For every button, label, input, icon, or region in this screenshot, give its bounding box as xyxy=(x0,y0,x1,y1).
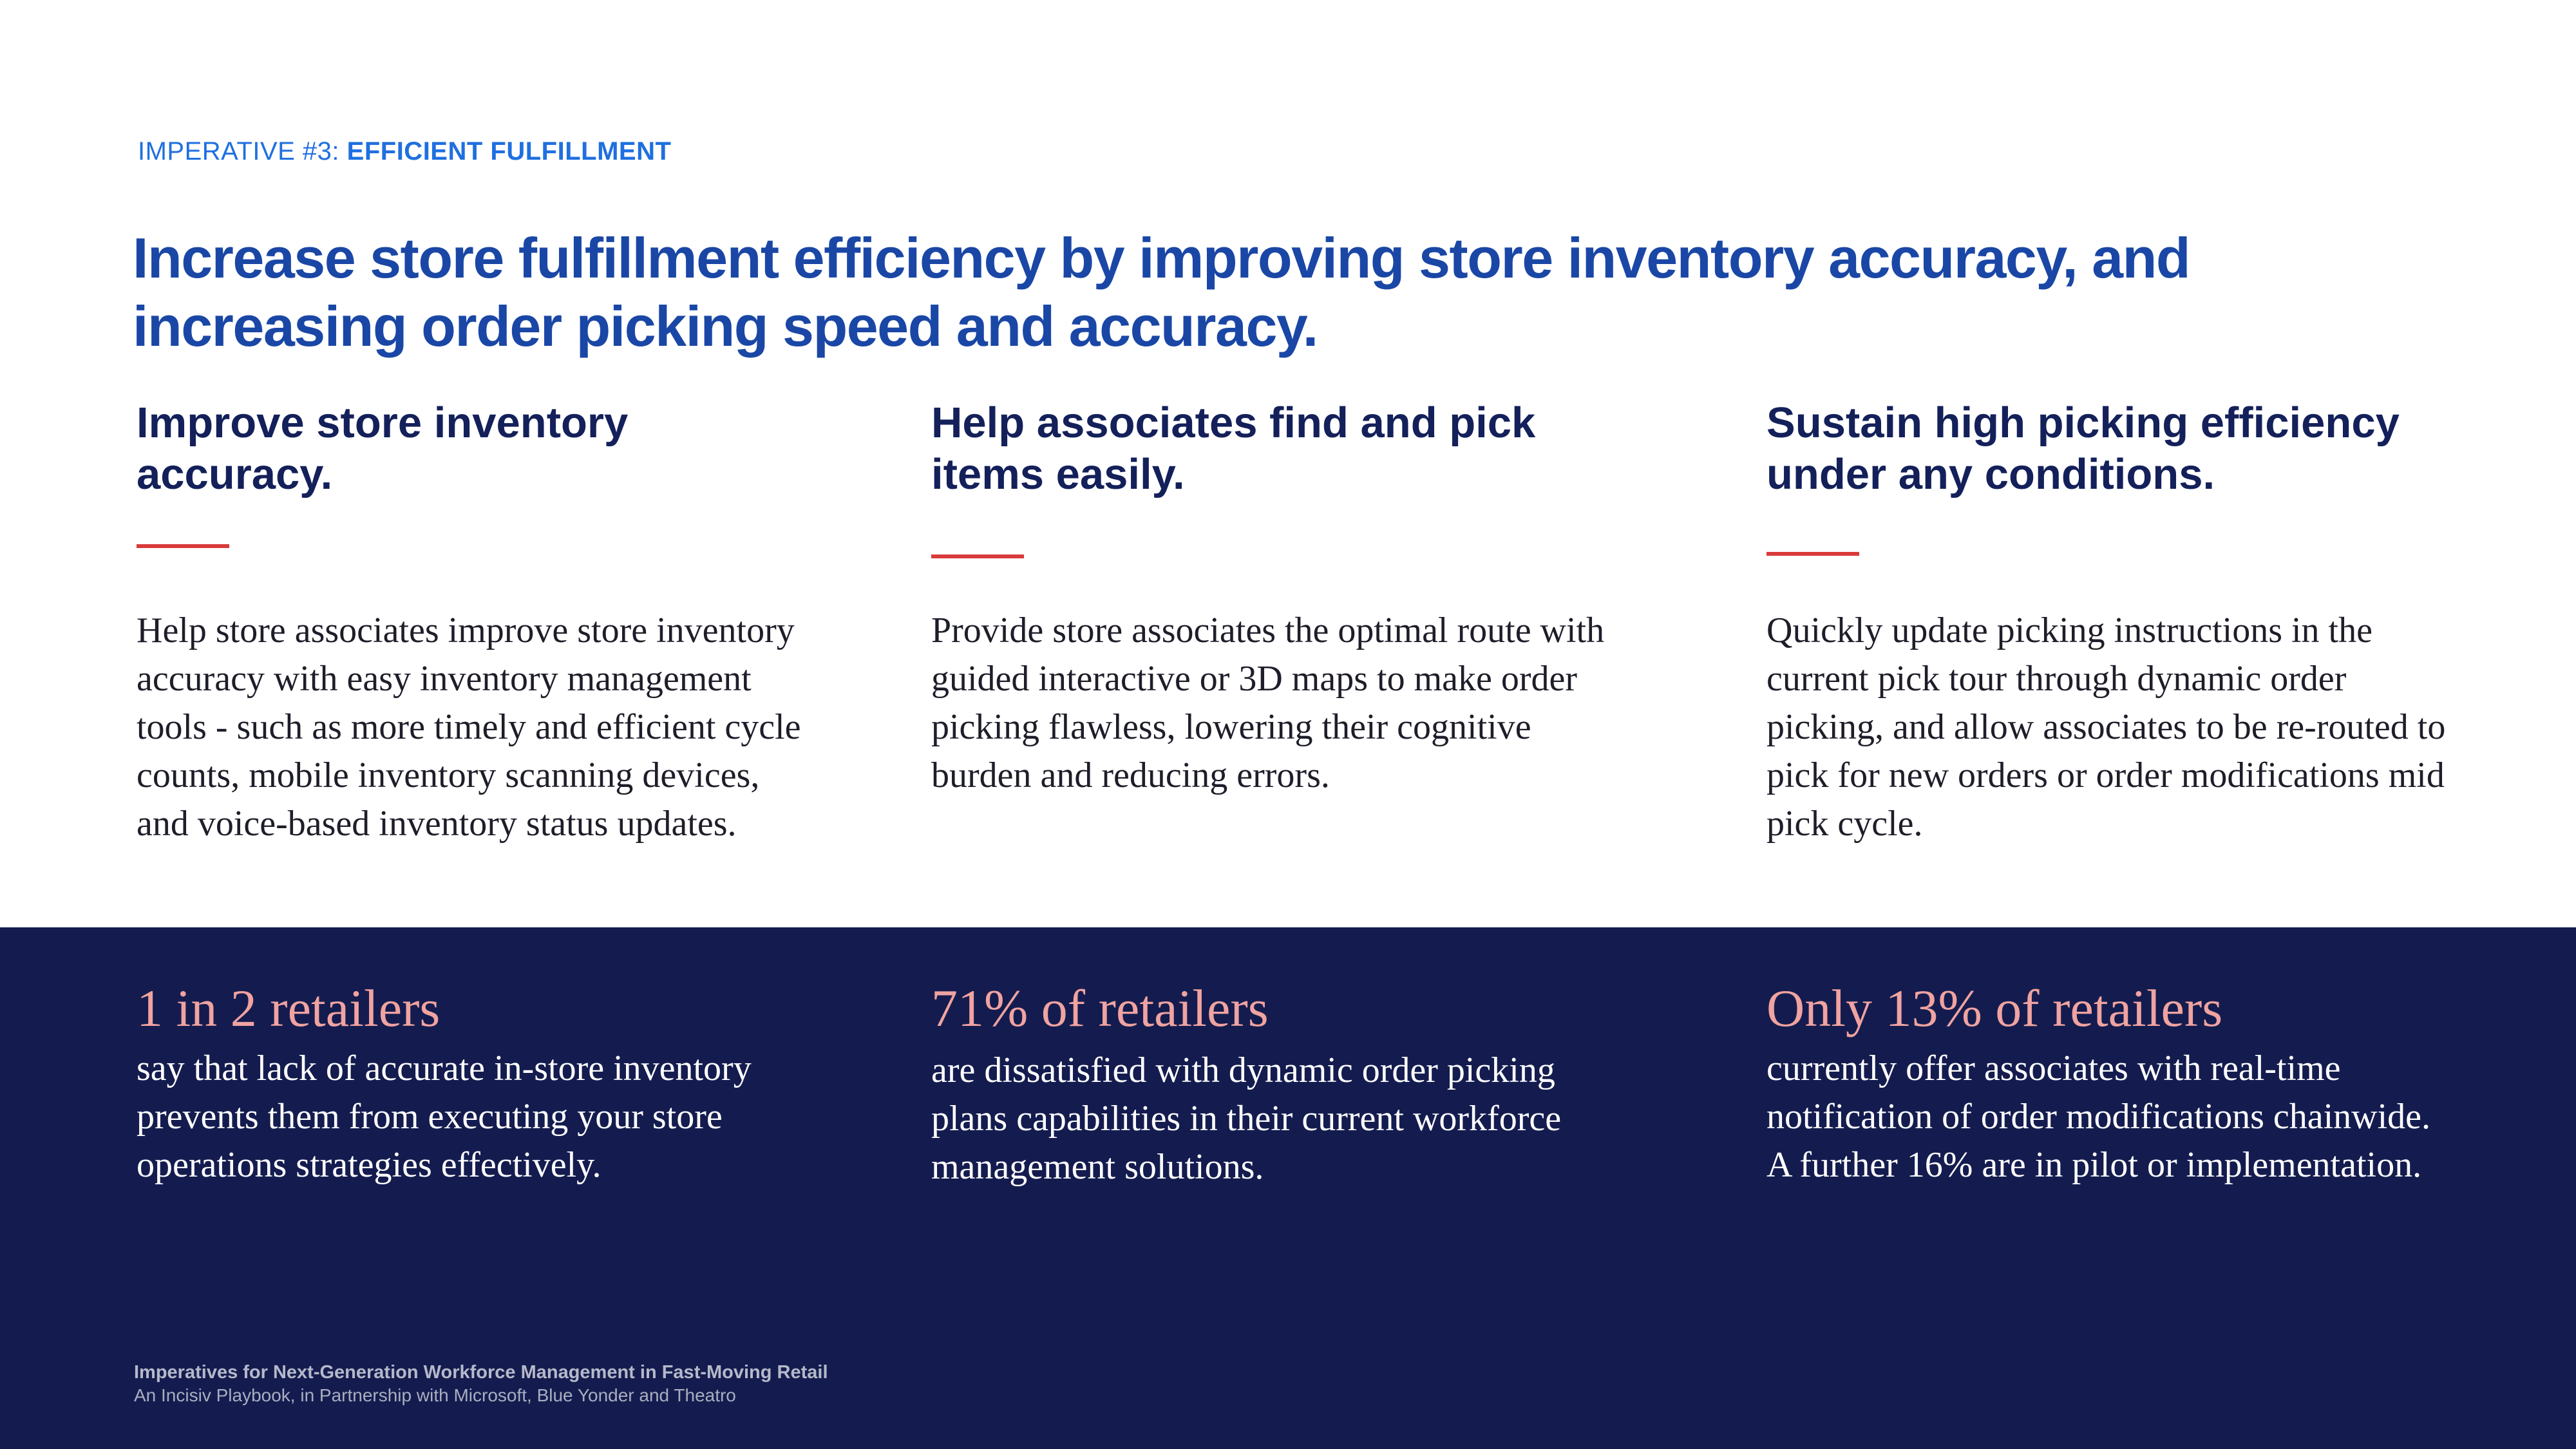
column-3-body: Quickly update picking instructions in t… xyxy=(1766,611,2446,844)
column-3-stat-body: currently offer associates with real-tim… xyxy=(1766,1048,2431,1185)
page-headline: Increase store fulfillment efficiency by… xyxy=(133,226,2191,358)
statistics-band xyxy=(0,927,2576,1449)
column-1-accent-rule xyxy=(137,544,229,548)
column-2-accent-rule xyxy=(931,554,1024,558)
kicker-strong: EFFICIENT FULFILLMENT xyxy=(346,137,672,166)
section-kicker: IMPERATIVE #3: EFFICIENT FULFILLMENT xyxy=(138,135,671,167)
column-3-accent-rule xyxy=(1766,552,1859,556)
footer-subtitle: An Incisiv Playbook, in Partnership with… xyxy=(134,1385,736,1405)
column-2-title: Help associates find and pick items easil… xyxy=(931,397,1535,500)
column-1-body: Help store associates improve store inve… xyxy=(137,611,801,844)
column-2-body: Provide store associates the optimal rou… xyxy=(931,611,1605,795)
column-3-title-line-1: Sustain high picking efficiency xyxy=(1766,399,2400,447)
kicker-prefix: IMPERATIVE #3: xyxy=(138,137,347,166)
column-3-stat: Only 13% of retailers xyxy=(1766,979,2223,1037)
column-2-title-line-1: Help associates find and pick xyxy=(931,399,1536,447)
column-2-title-line-2: items easily. xyxy=(931,450,1185,498)
column-3-title-line-2: under any conditions. xyxy=(1766,450,2215,498)
column-2-stat: 71% of retailers xyxy=(931,979,1269,1037)
column-3-title: Sustain high picking efficiency under any… xyxy=(1766,397,2400,500)
column-1-title-line-1: Improve store inventory xyxy=(137,399,629,447)
column-1-title-line-2: accuracy. xyxy=(137,450,333,498)
column-2-stat-body: are dissatisfied with dynamic order pick… xyxy=(931,1050,1562,1187)
column-1-stat-body: say that lack of accurate in-store inven… xyxy=(137,1048,752,1185)
column-1-stat: 1 in 2 retailers xyxy=(137,979,440,1037)
column-1-title: Improve store inventory accuracy. xyxy=(137,397,628,500)
footer-title: Imperatives for Next-Generation Workforc… xyxy=(134,1362,828,1383)
